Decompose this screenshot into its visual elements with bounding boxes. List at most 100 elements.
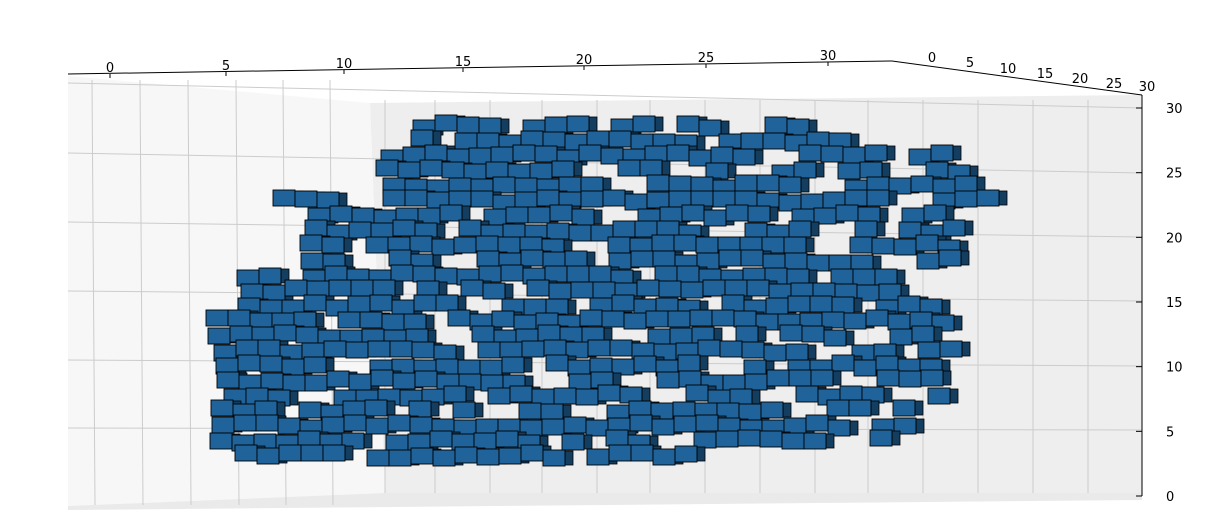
voxel: [917, 341, 941, 359]
voxel: [441, 161, 465, 179]
voxel: [475, 235, 499, 253]
voxel: [491, 310, 515, 328]
voxel: [703, 209, 727, 227]
voxel-side: [769, 206, 779, 222]
voxel: [456, 116, 480, 134]
voxel: [746, 279, 770, 297]
voxel: [209, 432, 233, 450]
voxel: [299, 234, 323, 252]
voxel: [505, 206, 529, 224]
voxel: [892, 399, 916, 417]
voxel: [390, 264, 414, 282]
voxel-side: [438, 281, 448, 297]
voxel: [676, 115, 700, 133]
voxel: [478, 117, 502, 135]
voxel: [823, 329, 847, 347]
voxel: [735, 325, 759, 343]
voxel: [724, 279, 748, 297]
voxel: [470, 190, 494, 208]
voxel: [652, 250, 676, 268]
voxel: [410, 447, 434, 465]
voxel: [578, 144, 602, 162]
voxel-side: [886, 145, 896, 161]
voxel-side: [879, 207, 889, 223]
voxel: [798, 144, 822, 162]
voxel: [853, 359, 877, 377]
voxel: [482, 282, 506, 300]
voxel: [566, 265, 590, 283]
voxel: [793, 161, 817, 179]
voxel: [431, 238, 455, 256]
voxel-side: [343, 237, 353, 253]
voxel-side: [949, 388, 959, 404]
voxel: [258, 267, 282, 285]
voxel: [259, 355, 283, 373]
voxel: [237, 354, 261, 372]
voxel: [277, 417, 301, 435]
x-axis-ticks: 0 5 10 15 20 25 30: [106, 49, 836, 78]
voxel: [388, 249, 412, 267]
voxel: [842, 146, 866, 164]
voxel: [397, 161, 421, 179]
voxel-side: [455, 345, 465, 361]
voxel-side: [845, 330, 855, 346]
voxel: [668, 175, 692, 193]
voxel: [498, 447, 522, 465]
voxel-side: [960, 250, 970, 266]
x-tick-label: 0: [106, 61, 114, 76]
voxel: [844, 189, 868, 207]
voxel-side: [807, 344, 817, 360]
voxel: [586, 448, 610, 466]
voxel: [788, 220, 812, 238]
voxel-side: [461, 205, 471, 221]
voxel-side: [289, 390, 299, 406]
voxel: [381, 313, 405, 331]
voxel: [295, 326, 319, 344]
y-tick-label: 15: [1037, 67, 1054, 82]
voxel: [859, 161, 883, 179]
voxel: [721, 294, 745, 312]
voxel: [389, 340, 413, 358]
voxel: [806, 254, 830, 272]
voxel: [323, 340, 347, 358]
voxel: [490, 146, 514, 164]
gridline: [139, 79, 144, 506]
voxel: [210, 399, 234, 417]
voxel: [938, 249, 962, 267]
voxel: [826, 399, 850, 417]
voxel: [608, 130, 632, 148]
voxel-side: [500, 118, 510, 134]
voxel: [536, 189, 560, 207]
voxel: [719, 340, 743, 358]
voxel: [561, 433, 585, 451]
voxel: [898, 370, 922, 388]
voxel-side: [696, 446, 706, 462]
voxel-side: [661, 160, 671, 176]
voxel: [760, 401, 784, 419]
voxel: [711, 309, 735, 327]
voxel: [460, 279, 484, 297]
voxel-side: [583, 434, 593, 450]
voxel: [636, 279, 660, 297]
voxel: [623, 312, 647, 330]
voxel: [689, 309, 713, 327]
voxel: [520, 249, 544, 267]
voxel: [392, 372, 416, 390]
voxel: [645, 310, 669, 328]
voxel: [541, 418, 565, 436]
voxel: [326, 370, 350, 388]
voxel: [392, 219, 416, 237]
voxel-side: [394, 280, 404, 296]
voxel: [756, 174, 780, 192]
voxel-side: [754, 149, 764, 165]
voxel-side: [825, 433, 835, 449]
voxel: [537, 324, 561, 342]
voxel: [744, 373, 768, 391]
voxel: [605, 429, 629, 447]
voxel-side: [564, 450, 574, 466]
voxel: [348, 221, 372, 239]
voxel: [695, 414, 719, 432]
voxel-side: [808, 269, 818, 285]
voxel-side: [914, 400, 924, 416]
voxel: [273, 324, 297, 342]
